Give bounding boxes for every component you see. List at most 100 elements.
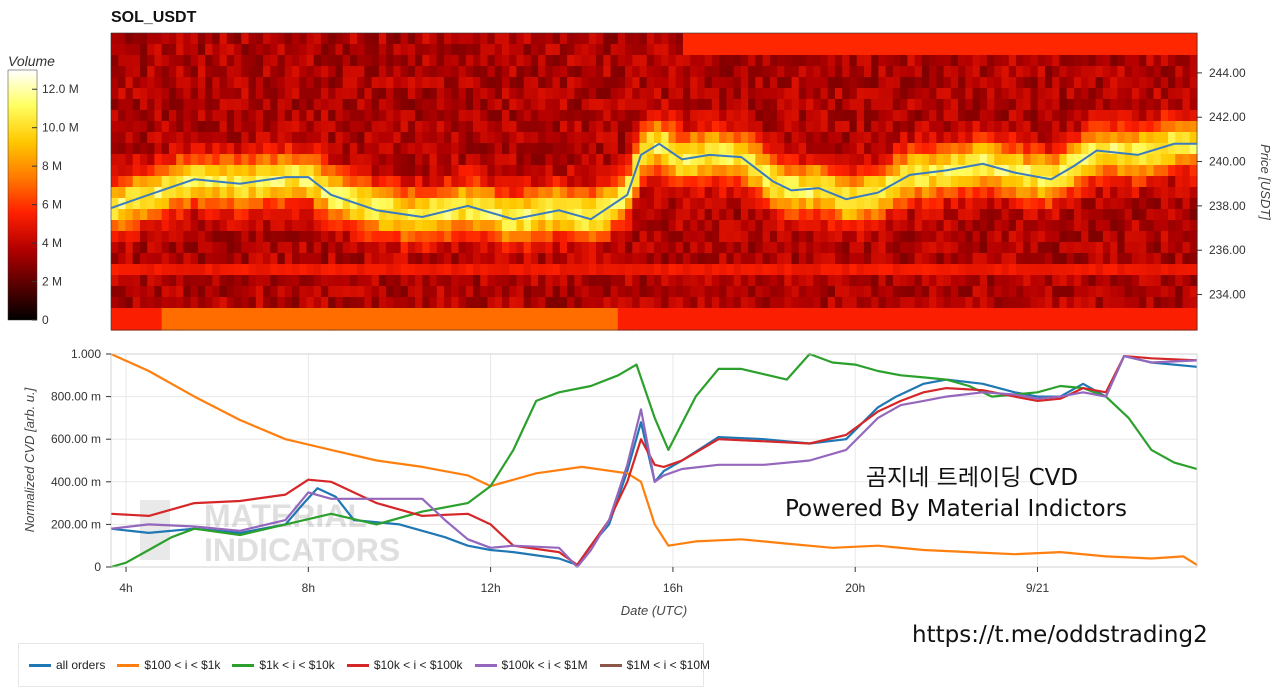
heatmap-cell bbox=[987, 33, 995, 45]
heatmap-cell bbox=[444, 308, 452, 320]
heatmap-cell bbox=[1088, 110, 1097, 122]
heatmap-cell bbox=[798, 154, 807, 166]
legend-item[interactable]: $100k < i < $1M bbox=[474, 658, 588, 672]
heatmap-cell bbox=[668, 99, 677, 111]
heatmap-cell bbox=[523, 55, 532, 67]
heatmap-cell bbox=[907, 220, 916, 232]
heatmap-cell bbox=[328, 176, 337, 188]
heatmap-cell bbox=[386, 286, 394, 298]
heatmap-cell bbox=[292, 264, 300, 276]
heatmap-cell bbox=[748, 66, 756, 78]
heatmap-cell bbox=[1066, 242, 1075, 254]
heatmap-cell bbox=[1037, 198, 1046, 210]
heatmap-cell bbox=[588, 264, 597, 276]
heatmap-cell bbox=[878, 88, 887, 100]
legend-item[interactable]: all orders bbox=[29, 658, 105, 672]
heatmap-cell bbox=[386, 209, 394, 221]
heatmap-cell bbox=[1037, 66, 1046, 78]
heatmap-cell bbox=[1182, 121, 1191, 133]
heatmap-cell bbox=[762, 154, 771, 166]
heatmap-cell bbox=[320, 231, 329, 243]
heatmap-cell bbox=[559, 231, 568, 243]
heatmap-cell bbox=[328, 220, 337, 232]
legend-item[interactable]: $1k < i < $10k bbox=[232, 658, 335, 672]
heatmap-cell bbox=[241, 264, 250, 276]
heatmap-cell bbox=[364, 220, 373, 232]
heatmap-cell bbox=[306, 264, 315, 276]
heatmap-cell bbox=[436, 88, 445, 100]
heatmap-cell bbox=[813, 308, 822, 320]
heatmap-cell bbox=[473, 121, 481, 133]
heatmap-cell bbox=[458, 33, 467, 45]
heatmap-cell bbox=[1088, 132, 1097, 144]
heatmap-cell bbox=[335, 77, 344, 89]
heatmap-cell bbox=[661, 33, 670, 45]
heatmap-cell bbox=[827, 77, 836, 89]
heatmap-cell bbox=[849, 88, 858, 100]
heatmap-cell bbox=[436, 231, 445, 243]
heatmap-cell bbox=[509, 286, 518, 298]
heatmap-cell bbox=[856, 242, 865, 254]
heatmap-cell bbox=[777, 198, 785, 210]
heatmap-cell bbox=[1059, 44, 1068, 56]
heatmap-cell bbox=[719, 220, 727, 232]
heatmap-cell bbox=[147, 209, 156, 221]
heatmap-cell bbox=[292, 242, 300, 254]
telegram-link[interactable]: https://t.me/oddstrading2 bbox=[912, 622, 1208, 648]
heatmap-cell bbox=[798, 209, 807, 221]
legend-item[interactable]: $10k < i < $100k bbox=[346, 658, 463, 672]
legend-item[interactable]: $1M < i < $10M bbox=[599, 658, 710, 672]
heatmap-cell bbox=[219, 44, 228, 56]
legend-item[interactable]: $100 < i < $1k bbox=[117, 658, 220, 672]
heatmap-cell bbox=[183, 55, 192, 67]
heatmap-cell bbox=[335, 110, 344, 122]
heatmap-cell bbox=[487, 176, 496, 188]
heatmap-cell bbox=[473, 187, 481, 199]
heatmap-cell bbox=[248, 44, 257, 56]
heatmap-cell bbox=[212, 143, 221, 155]
heatmap-cell bbox=[161, 308, 170, 320]
heatmap-cell bbox=[654, 297, 662, 309]
heatmap-cell bbox=[726, 264, 735, 276]
heatmap-cell bbox=[632, 242, 641, 254]
heatmap-cell bbox=[813, 231, 822, 243]
colorbar-title: Volume bbox=[8, 53, 55, 69]
heatmap-cell bbox=[1052, 77, 1061, 89]
heatmap-cell bbox=[190, 264, 199, 276]
heatmap-cell bbox=[313, 286, 322, 298]
heatmap-cell bbox=[762, 66, 771, 78]
heatmap-cell bbox=[1117, 198, 1126, 210]
heatmap-cell bbox=[936, 286, 945, 298]
heatmap-cell bbox=[1030, 297, 1039, 309]
heatmap-cell bbox=[255, 187, 264, 199]
heatmap-cell bbox=[943, 209, 952, 221]
heatmap-cell bbox=[690, 165, 699, 177]
heatmap-cell bbox=[154, 220, 163, 232]
heatmap-cell bbox=[480, 77, 489, 89]
heatmap-cell bbox=[610, 66, 619, 78]
heatmap-cell bbox=[111, 220, 119, 232]
heatmap-cell bbox=[842, 33, 851, 45]
heatmap-cell bbox=[994, 55, 1003, 67]
heatmap-cell bbox=[263, 143, 271, 155]
heatmap-cell bbox=[190, 242, 199, 254]
heatmap-cell bbox=[863, 154, 872, 166]
heatmap-cell bbox=[364, 55, 373, 67]
heatmap-cell bbox=[1182, 66, 1191, 78]
heatmap-cell bbox=[255, 319, 264, 331]
heatmap-cell bbox=[921, 187, 930, 199]
heatmap-cell bbox=[415, 220, 423, 232]
heatmap-cell bbox=[226, 275, 235, 287]
heatmap-cell bbox=[849, 55, 858, 67]
heatmap-cell bbox=[349, 275, 358, 287]
heatmap-cell bbox=[856, 33, 865, 45]
heatmap-cell bbox=[480, 176, 489, 188]
heatmap-cell bbox=[270, 242, 279, 254]
heatmap-cell bbox=[429, 231, 438, 243]
heatmap-cell bbox=[921, 165, 930, 177]
heatmap-cell bbox=[1146, 209, 1155, 221]
heatmap-cell bbox=[1016, 33, 1024, 45]
heatmap-cell bbox=[574, 33, 583, 45]
heatmap-cell bbox=[950, 165, 959, 177]
heatmap-cell bbox=[480, 297, 489, 309]
